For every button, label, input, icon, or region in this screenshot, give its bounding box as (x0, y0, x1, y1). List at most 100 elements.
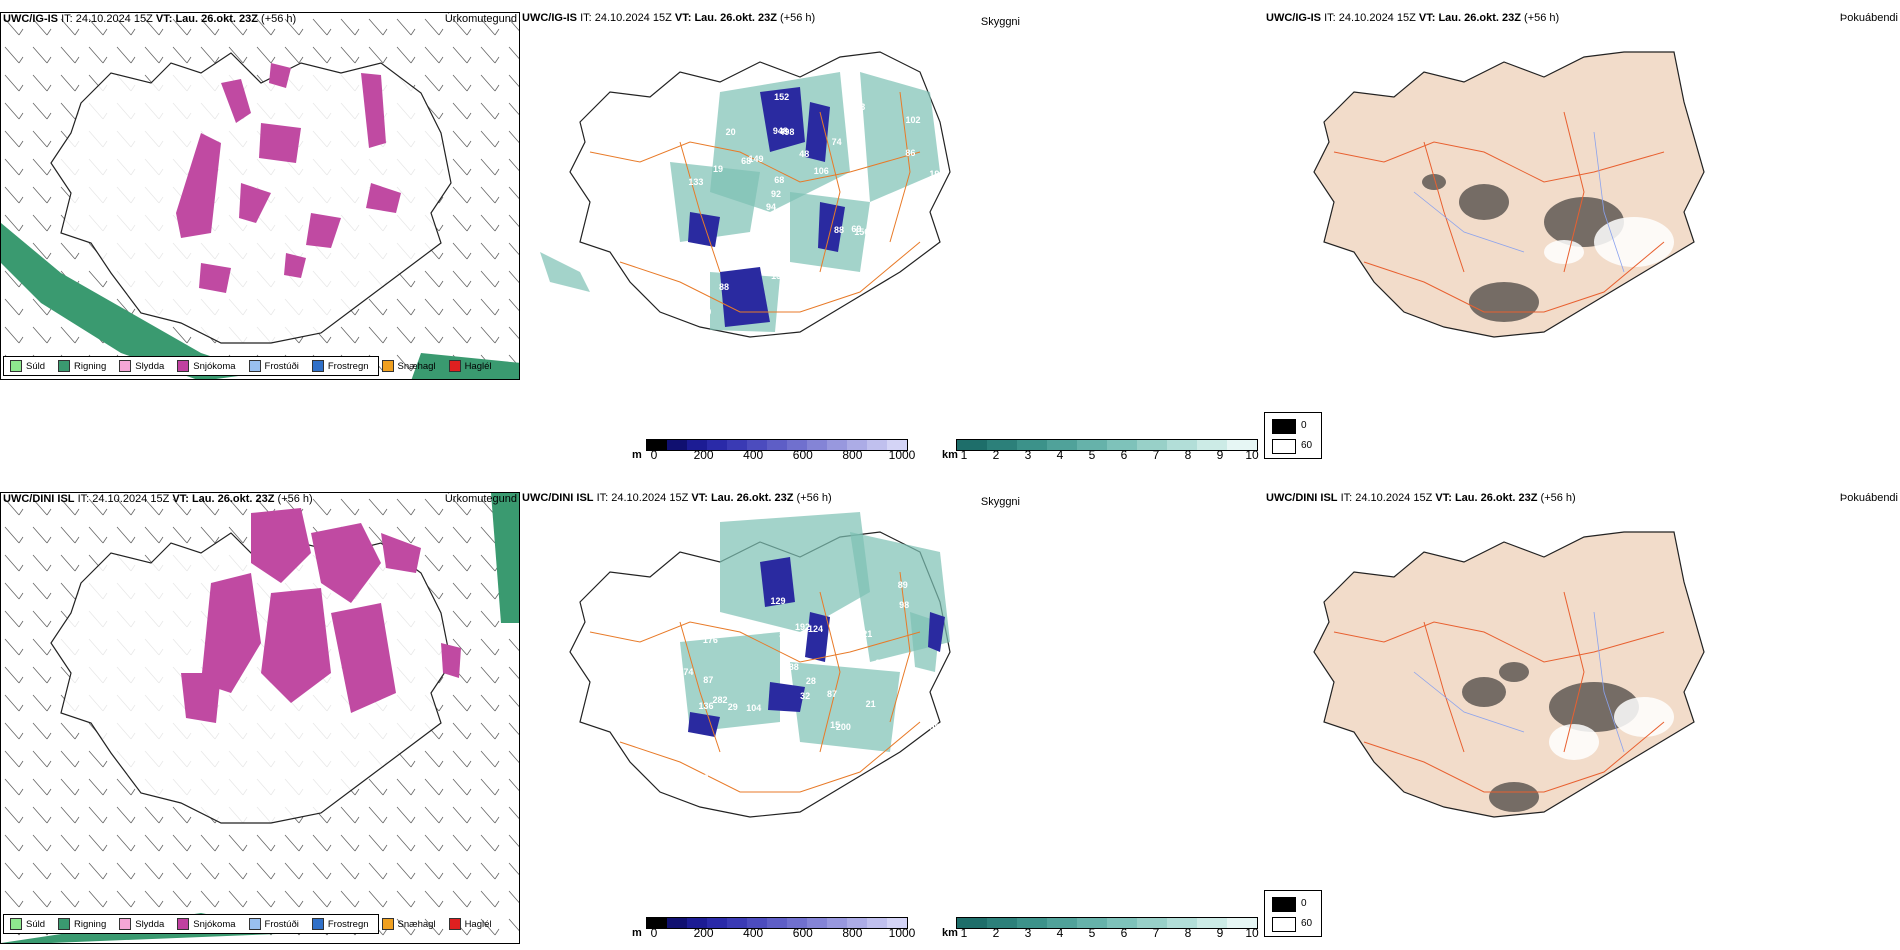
legend-item: Rigning (58, 360, 106, 372)
cloudbase-value-label: 115 (727, 253, 742, 264)
colorbar-swatch (827, 918, 847, 928)
cloudbase-value-label: 98 (899, 600, 910, 611)
legend-item: Slydda (119, 918, 164, 930)
panel-header: UWC/IG-IS IT: 24.10.2024 15Z VT: Lau. 26… (522, 12, 816, 24)
colorbar-tick: 7 (1152, 448, 1160, 462)
colorbar-tick: 400 (743, 448, 764, 462)
visibility-unit: km (942, 927, 958, 939)
cloudbase-bar (646, 439, 908, 451)
colorbar-tick: 5 (1088, 448, 1096, 462)
legend-item: Súld (10, 918, 45, 930)
cloudbase-unit: m (632, 927, 642, 939)
cloudbase-value-label: 192 (795, 622, 811, 633)
colorbar-tick: 1000 (888, 926, 916, 940)
cloudbase-value-label: 48 (799, 149, 810, 160)
colorbar-swatch (1077, 918, 1107, 928)
panel-title: Þokuábendi (1839, 12, 1898, 24)
cloudbase-value-label: 32 (800, 691, 811, 702)
colorbar-swatch (647, 440, 667, 450)
legend-item: Frostregn (311, 918, 369, 930)
cloudbase-value-label: 248 (713, 762, 729, 773)
cloudbase-value-label: 133 (688, 176, 704, 187)
panel-title: Þokuábendi (1839, 492, 1898, 504)
colorbar-swatch (687, 440, 707, 450)
cloudbase-value-label: 160 (750, 735, 766, 746)
colorbar-tick: 7 (1152, 926, 1160, 940)
cloudbase-value-label: 446 (889, 797, 905, 808)
colorbar-tick: 2 (992, 926, 1000, 940)
colorbar-swatch (1017, 440, 1047, 450)
cloudbase-value-label: 282 (712, 695, 728, 706)
cloudbase-value-label: 152 (774, 91, 790, 102)
cloudbase-value-label: 86 (905, 147, 916, 158)
colorbar-swatch (667, 440, 687, 450)
cloudbase-value-label: 124 (808, 623, 824, 634)
fog-map-top (1313, 51, 1705, 338)
colorbar-tick: 8 (1184, 448, 1192, 462)
cloudbase-value-label: 374 (678, 666, 694, 677)
cloudbase-value-label: 350 (846, 624, 862, 635)
roads (589, 571, 921, 793)
visibility-unit: km (942, 449, 958, 461)
cloudbase-ticks: 0 200 400 600 800 1000 (646, 926, 916, 940)
cloudbase-bar (646, 917, 908, 929)
visibility-colorbar-bottom: km 1 2 3 4 5 6 7 8 9 10 (942, 915, 1264, 945)
colorbar-tick: 4 (1056, 448, 1064, 462)
colorbar-swatch (787, 918, 807, 928)
fog-light-areas (1549, 697, 1674, 760)
panel-header: UWC/DINI ISL IT: 24.10.2024 15Z VT: Lau.… (522, 492, 832, 504)
colorbar-swatch (1227, 440, 1257, 450)
rivers (1413, 611, 1625, 753)
cloud-visibility-panel-top: UWC/IG-IS IT: 24.10.2024 15Z VT: Lau. 26… (520, 12, 1020, 368)
colorbar-swatch (847, 918, 867, 928)
cloudbase-value-label: 29 (727, 702, 738, 713)
colorbar-swatch (727, 918, 747, 928)
roads (589, 91, 921, 313)
colorbar-swatch (707, 918, 727, 928)
colorbar-swatch (1167, 918, 1197, 928)
colorbar-tick: 3 (1024, 448, 1032, 462)
colorbar-swatch (687, 918, 707, 928)
colorbar-swatch (807, 440, 827, 450)
colorbar-swatch (957, 440, 987, 450)
cloudbase-value-label: 1528 (840, 616, 861, 627)
colorbar-swatch (1137, 918, 1167, 928)
colorbar-tick: 9 (1216, 926, 1224, 940)
snow-areas (176, 63, 401, 293)
cloudbase-value-label: 104 (746, 703, 762, 714)
colorbar-tick: 0 (650, 926, 658, 940)
panel-header: UWC/IG-IS IT: 24.10.2024 15Z VT: Lau. 26… (1266, 12, 1560, 24)
precip-legend: Súld Rigning Slydda Snjókoma Frostúði Fr… (3, 914, 492, 934)
cloudbase-value-label: 74 (831, 137, 842, 148)
cloudbase-value-label: 88 (788, 662, 799, 673)
visibility-ticks: 1 2 3 4 5 6 7 8 9 10 (956, 926, 1259, 940)
cloudbase-value-label: 948 (772, 125, 788, 136)
visibility-bar (956, 439, 1258, 451)
roads (1333, 591, 1665, 793)
colorbar-swatch (1107, 918, 1137, 928)
roads (1333, 111, 1665, 313)
precip-type-panel-top: UWC/IG-IS IT: 24.10.2024 15Z VT: Lau. 26… (0, 12, 520, 380)
legend-item: Slydda (119, 360, 164, 372)
precip-type-panel-bottom: UWC/DINI ISL IT: 24.10.2024 15Z VT: Lau.… (0, 492, 520, 944)
cloudbase-value-label: 191 (929, 168, 945, 179)
panel-title: Skyggni (980, 496, 1020, 508)
colorbar-tick: 200 (693, 448, 714, 462)
panel-title: Úrkomutegund (444, 493, 517, 505)
cloudbase-value-label: 98 (929, 722, 940, 733)
cloudbase-value-label: 498 (779, 126, 795, 137)
cloudbase-value-label: 106 (813, 166, 829, 177)
panel-title: Skyggni (980, 16, 1020, 28)
colorbar-tick: 9 (1216, 448, 1224, 462)
cloudbase-areas (688, 557, 945, 737)
legend-item: Snjókoma (177, 918, 236, 930)
colorbar-swatch (707, 440, 727, 450)
colorbar-swatch (987, 918, 1017, 928)
colorbar-tick: 400 (743, 926, 764, 940)
colorbar-tick: 800 (842, 448, 863, 462)
cloudbase-value-label: 771 (903, 753, 919, 764)
legend-item: Haglél (448, 360, 492, 372)
colorbar-tick: 2 (992, 448, 1000, 462)
panel-header: UWC/IG-IS IT: 24.10.2024 15Z VT: Lau. 26… (3, 13, 297, 25)
colorbar-swatch (1107, 440, 1137, 450)
